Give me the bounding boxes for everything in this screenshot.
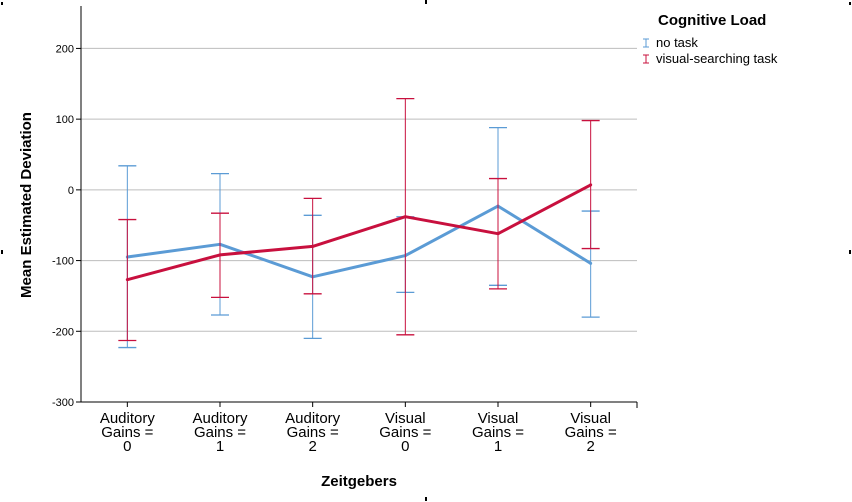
legend-item: visual-searching task [643, 51, 778, 66]
series-line [126, 183, 592, 282]
legend-title: Cognitive Load [658, 12, 766, 29]
data-point [589, 261, 593, 265]
x-category-label: Auditory [285, 410, 341, 427]
x-category-label: Visual [478, 410, 519, 427]
y-tick-label: -100 [52, 256, 74, 268]
x-category-label: Visual [385, 410, 426, 427]
y-tick-label: 0 [68, 185, 74, 197]
x-category-label: Gains = [379, 424, 431, 441]
x-category-label: 1 [494, 438, 502, 455]
series-1 [118, 97, 600, 342]
y-tick-label: 200 [56, 43, 74, 55]
legend-label: visual-searching task [656, 51, 778, 66]
data-point [311, 244, 315, 248]
x-axis-title: Zeitgebers [321, 473, 397, 490]
y-tick-label: -300 [52, 397, 74, 409]
data-point [125, 278, 129, 282]
x-category-label: 2 [586, 438, 594, 455]
x-category-label: Auditory [100, 410, 156, 427]
data-point [403, 215, 407, 219]
x-category-label: Gains = [565, 424, 617, 441]
x-category-label: Visual [570, 410, 611, 427]
x-category-label: Gains = [287, 424, 339, 441]
series-group [118, 97, 600, 349]
legend-label: no task [656, 35, 698, 50]
y-tick-label: 100 [56, 114, 74, 126]
series-line [127, 204, 592, 279]
y-axis-ticks: -300 -200 -100 0 100 200 [52, 43, 81, 409]
y-axis-title: Mean Estimated Deviation [18, 112, 35, 298]
data-point [218, 253, 222, 257]
x-category-label: Gains = [101, 424, 153, 441]
x-category-label: Auditory [192, 410, 248, 427]
x-category-label: Gains = [472, 424, 524, 441]
series-0 [118, 126, 600, 349]
data-point [496, 232, 500, 236]
x-category-label: 0 [123, 438, 131, 455]
data-point [589, 183, 593, 187]
legend-item: no task [643, 35, 698, 50]
x-category-label: 1 [216, 438, 224, 455]
y-tick-label: -200 [52, 326, 74, 338]
x-category-label: 2 [308, 438, 316, 455]
x-category-label: Gains = [194, 424, 246, 441]
gridlines [81, 47, 637, 332]
x-category-label: 0 [401, 438, 409, 455]
axes [80, 6, 638, 408]
